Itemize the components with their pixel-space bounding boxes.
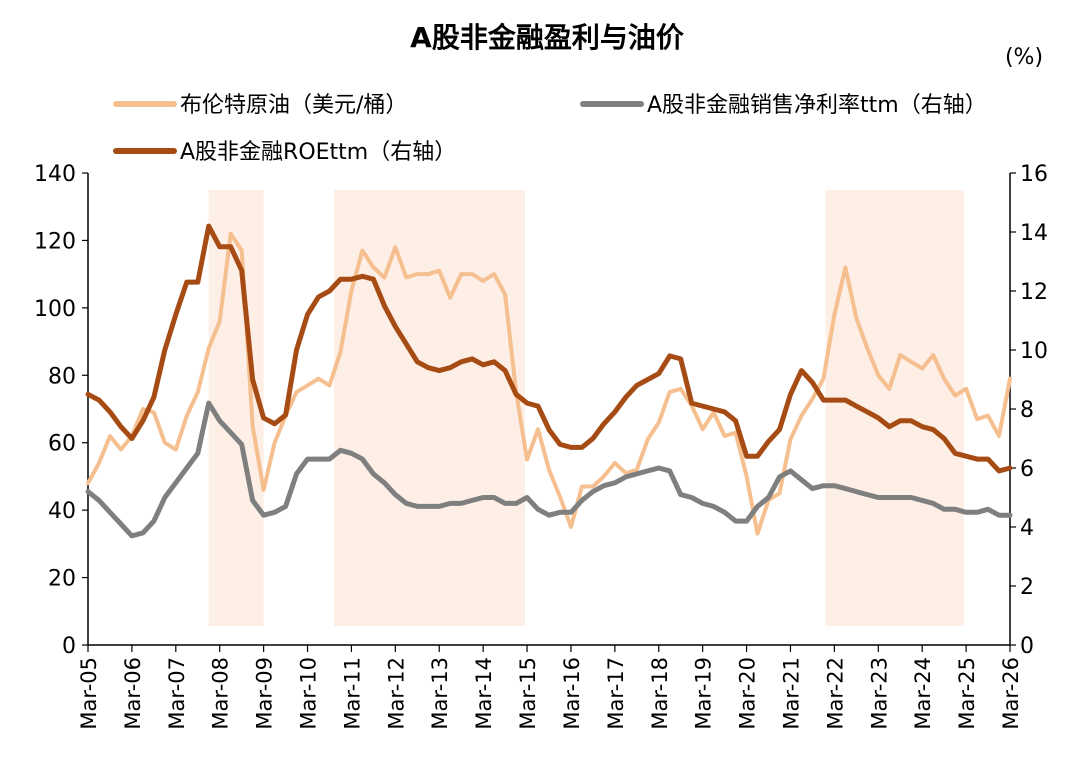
right-axis-tick-labels: 0 2 4 6 8 10 12 14 16 [1020, 162, 1048, 659]
right-tick-label: 6 [1020, 457, 1034, 482]
right-tick-label: 0 [1020, 634, 1034, 659]
series-lines [85, 223, 1013, 539]
legend: 布伦特原油（美元/桶） A股非金融销售净利率ttm（右轴） A股非金融ROEttm（… [113, 93, 987, 165]
left-tick-label: 120 [34, 229, 76, 254]
x-tick-label: Mar-06 [121, 657, 145, 730]
left-tick-label: 80 [48, 364, 76, 389]
x-tick-label: Mar-07 [165, 657, 189, 730]
x-axis-tick-labels: Mar-05 Mar-06 Mar-07 Mar-08 Mar-09 Mar-10 Mar-… [77, 657, 1023, 730]
x-tick-label: Mar-14 [472, 657, 496, 730]
x-tick-label: Mar-22 [823, 657, 847, 730]
x-tick-label: Mar-26 [999, 657, 1023, 730]
x-tick-label: Mar-17 [604, 657, 628, 730]
legend-label-3: A股非金融ROEttm（右轴） [180, 140, 456, 165]
left-tick-label: 20 [48, 567, 76, 592]
chart-title: A股非金融盈利与油价 [410, 21, 685, 54]
x-tick-label: Mar-13 [428, 657, 452, 730]
right-tick-label: 2 [1020, 575, 1034, 600]
right-tick-label: 8 [1020, 398, 1034, 423]
right-axis-unit: (%) [1005, 45, 1043, 70]
legend-label-1: 布伦特原油（美元/桶） [180, 93, 407, 118]
x-tick-label: Mar-05 [77, 657, 101, 730]
right-tick-label: 16 [1020, 162, 1048, 187]
legend-label-2: A股非金融销售净利率ttm（右轴） [647, 93, 987, 118]
x-tick-label: Mar-25 [955, 657, 979, 730]
right-tick-label: 14 [1020, 221, 1048, 246]
shaded-periods [208, 190, 964, 626]
series-line-3 [85, 223, 1013, 474]
left-tick-label: 140 [34, 162, 76, 187]
left-tick-label: 0 [62, 634, 76, 659]
x-tick-label: Mar-08 [209, 657, 233, 730]
x-tick-label: Mar-19 [692, 657, 716, 730]
series-line-2 [85, 400, 1013, 539]
x-tick-label: Mar-21 [779, 657, 803, 730]
right-tick-label: 4 [1020, 516, 1034, 541]
x-tick-label: Mar-12 [384, 657, 408, 730]
axes [82, 172, 1016, 652]
left-tick-label: 60 [48, 432, 76, 457]
shaded-period-3 [825, 190, 964, 626]
x-tick-label: Mar-16 [560, 657, 584, 730]
right-tick-label: 12 [1020, 280, 1048, 305]
series-line-1 [86, 231, 1012, 536]
x-tick-label: Mar-15 [516, 657, 540, 730]
left-tick-label: 100 [34, 297, 76, 322]
left-axis-tick-labels: 0 20 40 60 80 100 120 140 [34, 162, 76, 659]
x-tick-label: Mar-11 [340, 657, 364, 730]
x-tick-label: Mar-18 [648, 657, 672, 730]
x-tick-label: Mar-10 [297, 657, 321, 730]
x-tick-label: Mar-20 [736, 657, 760, 730]
left-tick-label: 40 [48, 499, 76, 524]
x-tick-label: Mar-09 [253, 657, 277, 730]
shaded-period-2 [333, 190, 525, 626]
right-tick-label: 10 [1020, 339, 1048, 364]
x-tick-label: Mar-23 [867, 657, 891, 730]
x-tick-label: Mar-24 [911, 657, 935, 730]
